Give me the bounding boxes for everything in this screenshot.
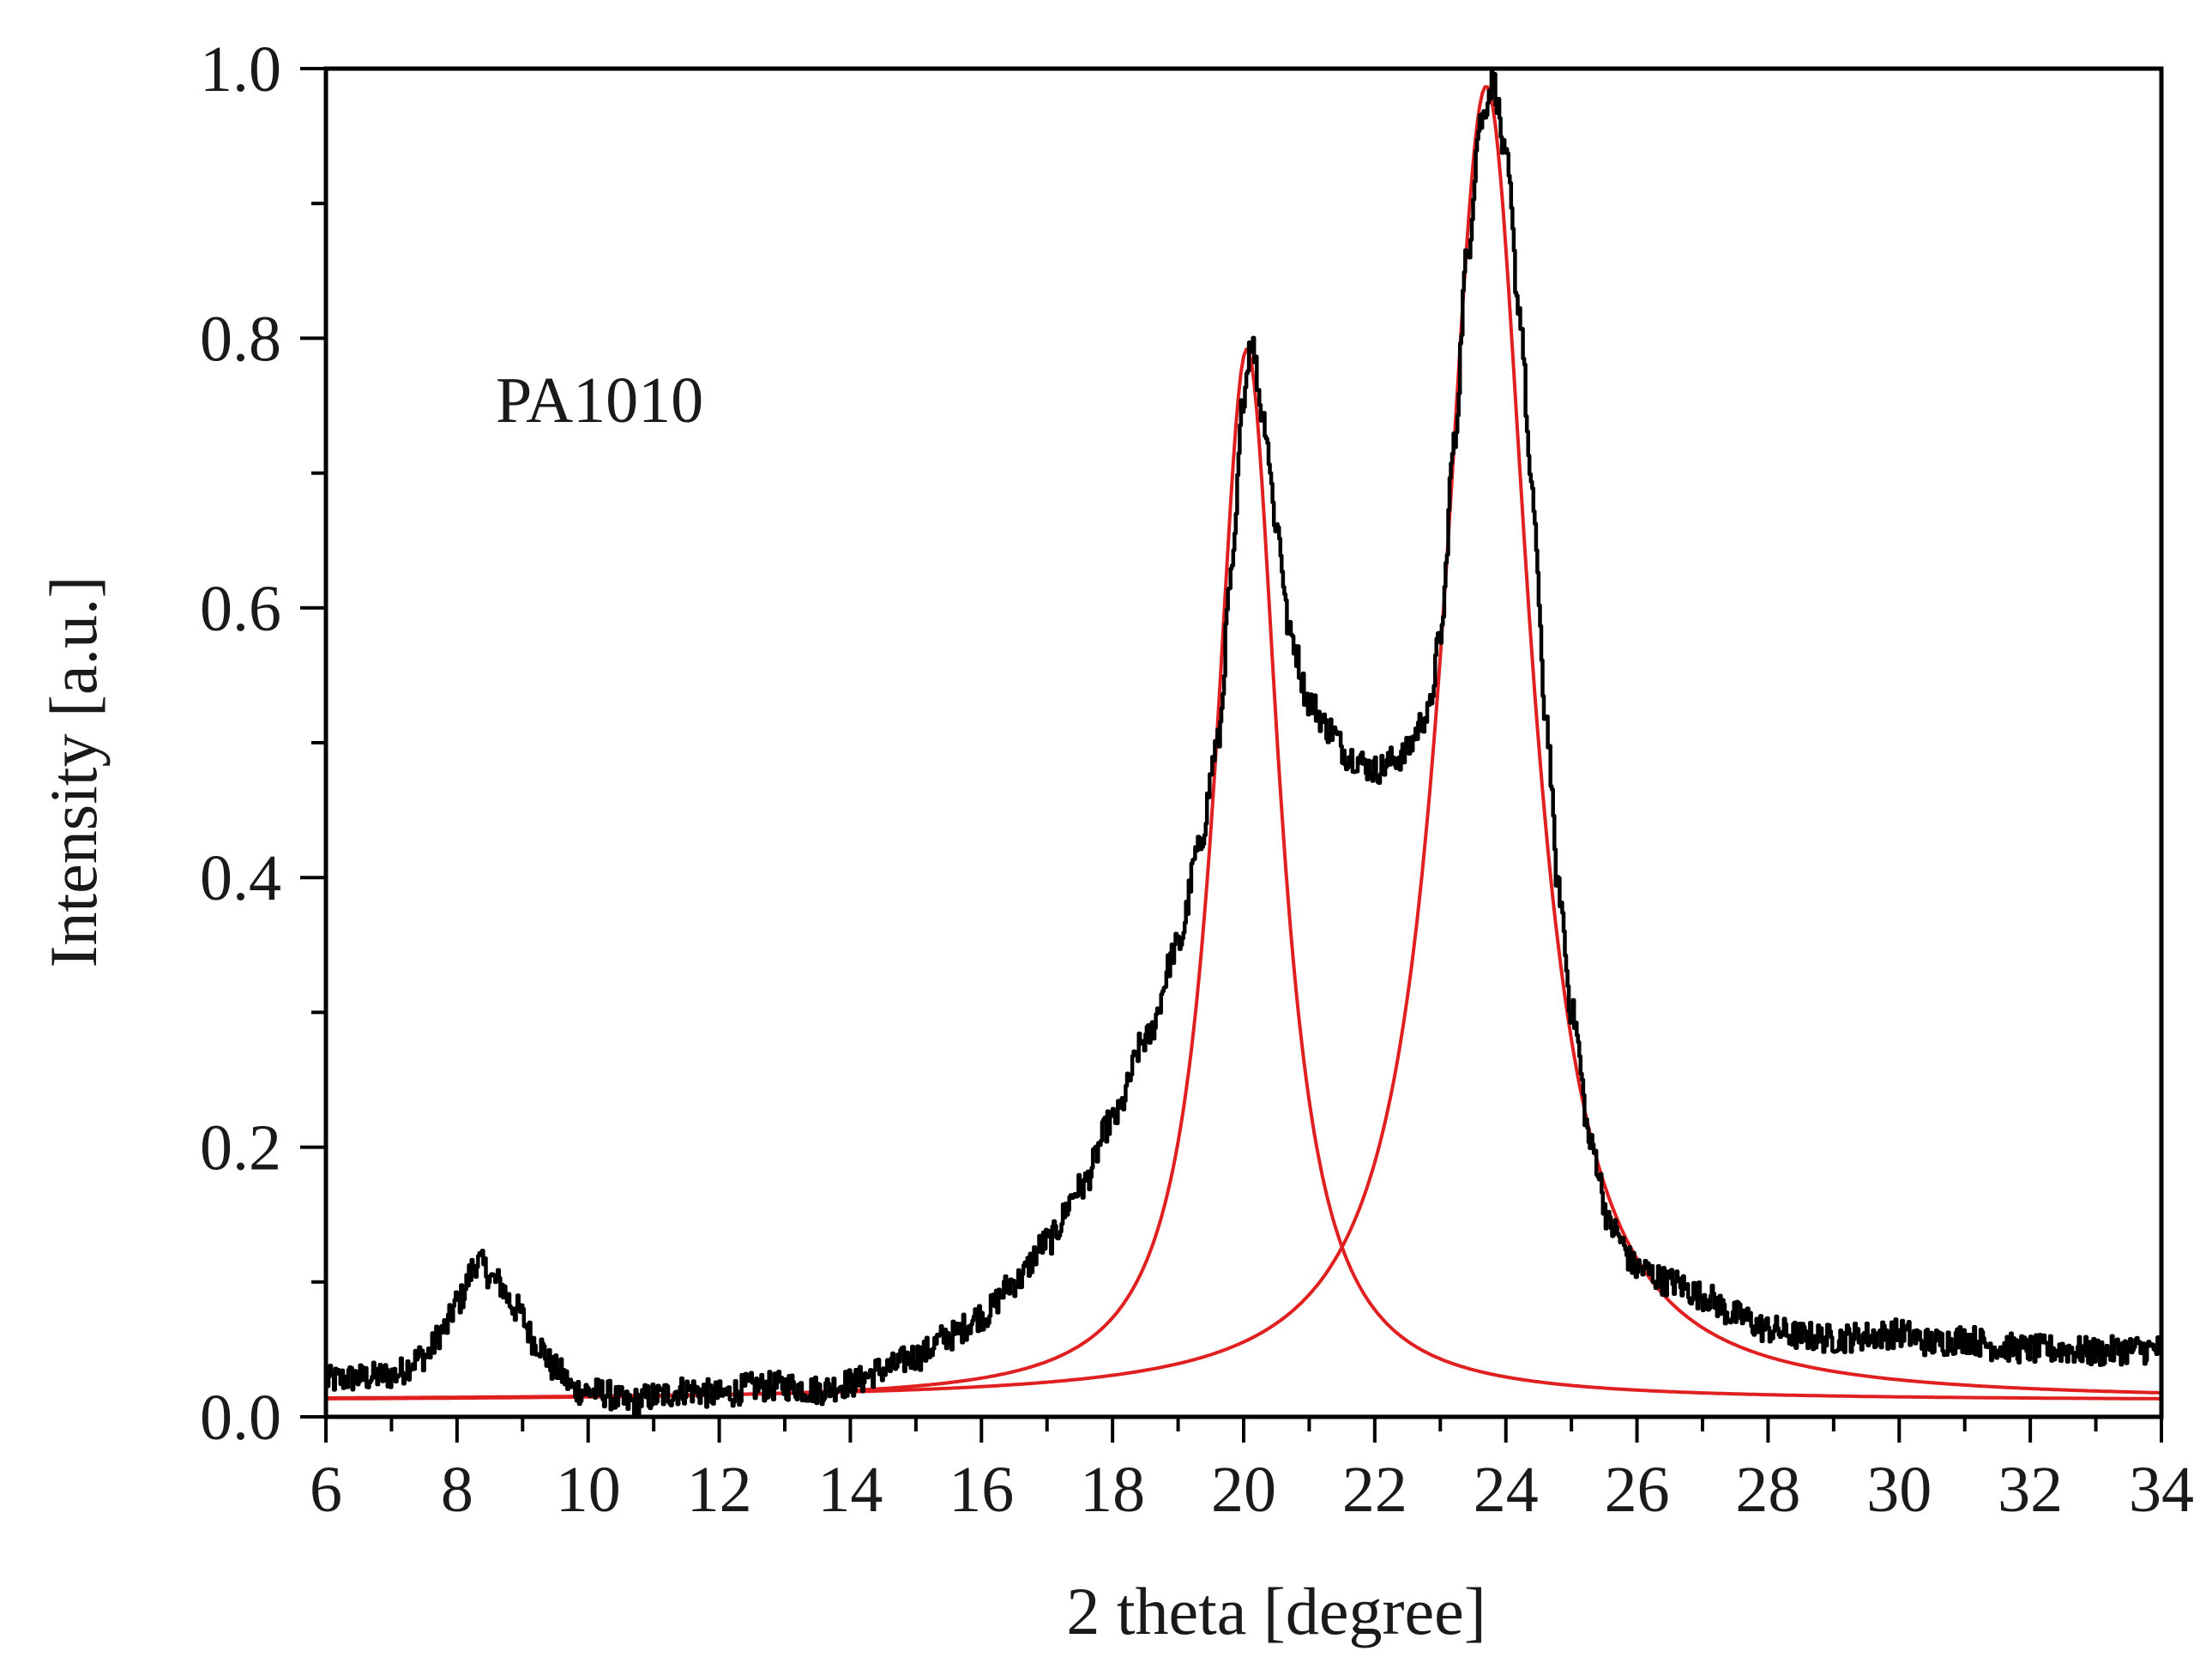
y-tick-label: 1.0 — [200, 33, 281, 105]
x-tick-label: 24 — [1474, 1454, 1539, 1526]
tick-labels: 6 8 10 12 14 16 18 20 22 24 26 28 30 32 34 0.0 0.2 0.4 0.6… — [200, 33, 2194, 1526]
measured-xrd-line — [323, 69, 2164, 1417]
x-tick-label: 20 — [1211, 1454, 1276, 1526]
x-tick-label: 30 — [1866, 1454, 1932, 1526]
x-tick-label: 8 — [441, 1454, 473, 1526]
fit-curve-peak-1 — [324, 347, 2163, 1401]
x-tick-label: 26 — [1605, 1454, 1670, 1526]
x-tick-label: 28 — [1735, 1454, 1800, 1526]
x-tick-label: 18 — [1080, 1454, 1145, 1526]
y-tick-label: 0.0 — [200, 1382, 281, 1454]
x-tick-label: 10 — [556, 1454, 621, 1526]
x-tick-label: 32 — [1998, 1454, 2063, 1526]
y-tick-label: 0.2 — [200, 1112, 281, 1184]
fit-curve-peak-2 — [324, 85, 2163, 1400]
x-tick-label: 14 — [817, 1454, 883, 1526]
y-tick-label: 0.8 — [200, 303, 281, 375]
plot-frame — [323, 66, 2164, 1419]
x-tick-label: 6 — [310, 1454, 342, 1526]
x-axis-title: 2 theta [degree] — [1066, 1574, 1486, 1648]
y-tick-label: 0.6 — [200, 573, 281, 645]
sample-label: PA1010 — [496, 365, 703, 437]
axis-ticks — [300, 67, 2163, 1443]
y-axis-title: Intensity [a.u.] — [36, 575, 111, 967]
y-tick-label: 0.4 — [200, 842, 281, 914]
x-tick-label: 16 — [949, 1454, 1014, 1526]
x-tick-label: 12 — [687, 1454, 752, 1526]
x-tick-label: 34 — [2129, 1454, 2194, 1526]
x-tick-label: 22 — [1342, 1454, 1407, 1526]
plot-series — [323, 69, 2164, 1417]
